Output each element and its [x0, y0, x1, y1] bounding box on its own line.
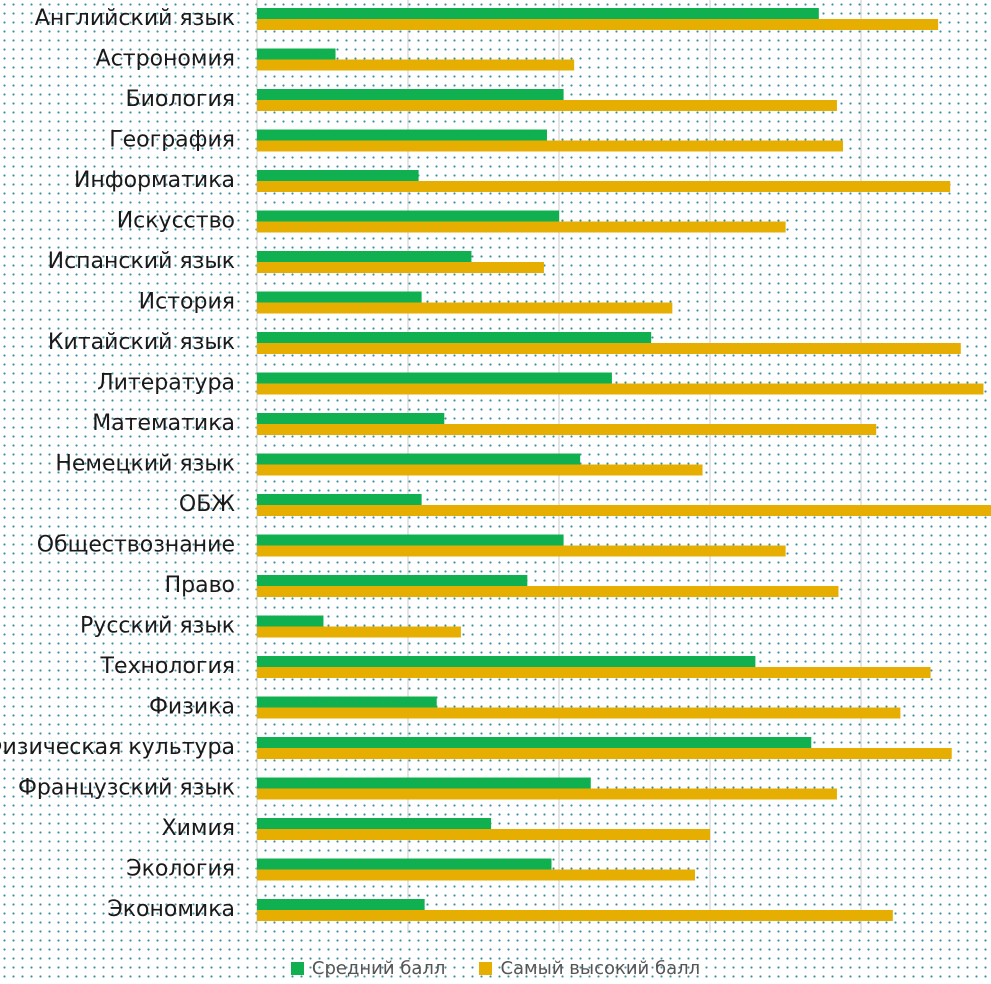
- bar-average[interactable]: [257, 494, 422, 505]
- bar-average[interactable]: [257, 818, 492, 829]
- category-label: Искусство: [117, 209, 235, 234]
- bar-highest[interactable]: [257, 788, 837, 800]
- bar-highest[interactable]: [257, 586, 839, 597]
- category-label: Физическая культура: [0, 735, 235, 760]
- bar-highest[interactable]: [257, 59, 575, 71]
- bar-highest[interactable]: [257, 140, 843, 152]
- bar-highest[interactable]: [257, 343, 961, 354]
- legend-label-highest: Самый высокий балл: [500, 958, 701, 979]
- bar-average[interactable]: [257, 453, 581, 465]
- category-label: Технология: [100, 654, 235, 679]
- bar-chart: Английский язык Астрономия Биология Географ…: [0, 0, 991, 933]
- bar-average[interactable]: [257, 615, 324, 627]
- category-label: Астрономия: [96, 47, 235, 72]
- bar-average[interactable]: [257, 858, 552, 870]
- bar-average[interactable]: [257, 777, 591, 789]
- bar-average[interactable]: [257, 291, 422, 303]
- legend-swatch-average: [290, 962, 304, 975]
- category-label: Математика: [92, 411, 235, 436]
- bar-highest[interactable]: [257, 545, 786, 557]
- bar-highest[interactable]: [257, 707, 901, 719]
- bar-highest[interactable]: [257, 221, 786, 233]
- category-label: Биология: [126, 87, 235, 112]
- category-label: Экология: [126, 857, 235, 882]
- category-label: История: [139, 290, 235, 315]
- legend-label-average: Средний балл: [311, 958, 446, 979]
- category-label: ОБЖ: [179, 492, 235, 517]
- category-label: Обществознание: [37, 533, 235, 558]
- category-label: Информатика: [74, 168, 235, 193]
- bar-average[interactable]: [257, 656, 756, 667]
- category-label: Экономика: [107, 897, 235, 922]
- bar-highest[interactable]: [257, 181, 951, 192]
- bar-highest[interactable]: [257, 383, 984, 395]
- legend-swatch-highest: [479, 962, 493, 975]
- legend-item-highest[interactable]: Самый высокий балл: [479, 958, 700, 979]
- bar-average[interactable]: [257, 48, 336, 60]
- bar-highest[interactable]: [257, 626, 461, 638]
- category-label: География: [109, 128, 235, 153]
- category-label: Химия: [162, 816, 236, 841]
- category-label: Право: [165, 573, 235, 598]
- bar-average[interactable]: [257, 899, 425, 910]
- bar-highest[interactable]: [257, 829, 711, 840]
- bar-average[interactable]: [257, 332, 652, 343]
- category-labels: Английский язык Астрономия Биология Географ…: [0, 6, 235, 922]
- bar-highest[interactable]: [257, 100, 837, 111]
- bar-highest[interactable]: [257, 262, 544, 273]
- category-label: Испанский язык: [48, 249, 235, 274]
- bar-highest[interactable]: [257, 748, 952, 759]
- bar-average[interactable]: [257, 89, 564, 100]
- bar-highest[interactable]: [257, 505, 991, 516]
- bar-highest[interactable]: [257, 464, 703, 476]
- category-label: Немецкий язык: [55, 452, 235, 477]
- bar-average[interactable]: [257, 251, 472, 262]
- category-label: Английский язык: [35, 6, 235, 31]
- bar-average[interactable]: [257, 210, 560, 222]
- bar-average[interactable]: [257, 696, 437, 708]
- category-label: Французский язык: [18, 776, 235, 801]
- bar-average[interactable]: [257, 737, 812, 748]
- category-label: Русский язык: [80, 614, 235, 639]
- legend: Средний балл Самый высокий балл: [0, 958, 991, 979]
- category-label: Литература: [97, 371, 235, 396]
- bar-average[interactable]: [257, 129, 547, 141]
- bars: [257, 8, 991, 921]
- bar-average[interactable]: [257, 8, 819, 19]
- bar-average[interactable]: [257, 534, 564, 546]
- legend-item-average[interactable]: Средний балл: [290, 958, 446, 979]
- bar-average[interactable]: [257, 170, 419, 181]
- bar-average[interactable]: [257, 575, 528, 586]
- bar-highest[interactable]: [257, 302, 673, 314]
- category-label: Физика: [149, 695, 235, 720]
- bar-highest[interactable]: [257, 869, 695, 881]
- bar-average[interactable]: [257, 372, 612, 384]
- category-label: Китайский язык: [48, 330, 235, 355]
- bar-highest[interactable]: [257, 424, 877, 435]
- bar-highest[interactable]: [257, 667, 931, 678]
- bar-average[interactable]: [257, 413, 445, 424]
- bar-highest[interactable]: [257, 19, 939, 30]
- bar-highest[interactable]: [257, 910, 893, 921]
